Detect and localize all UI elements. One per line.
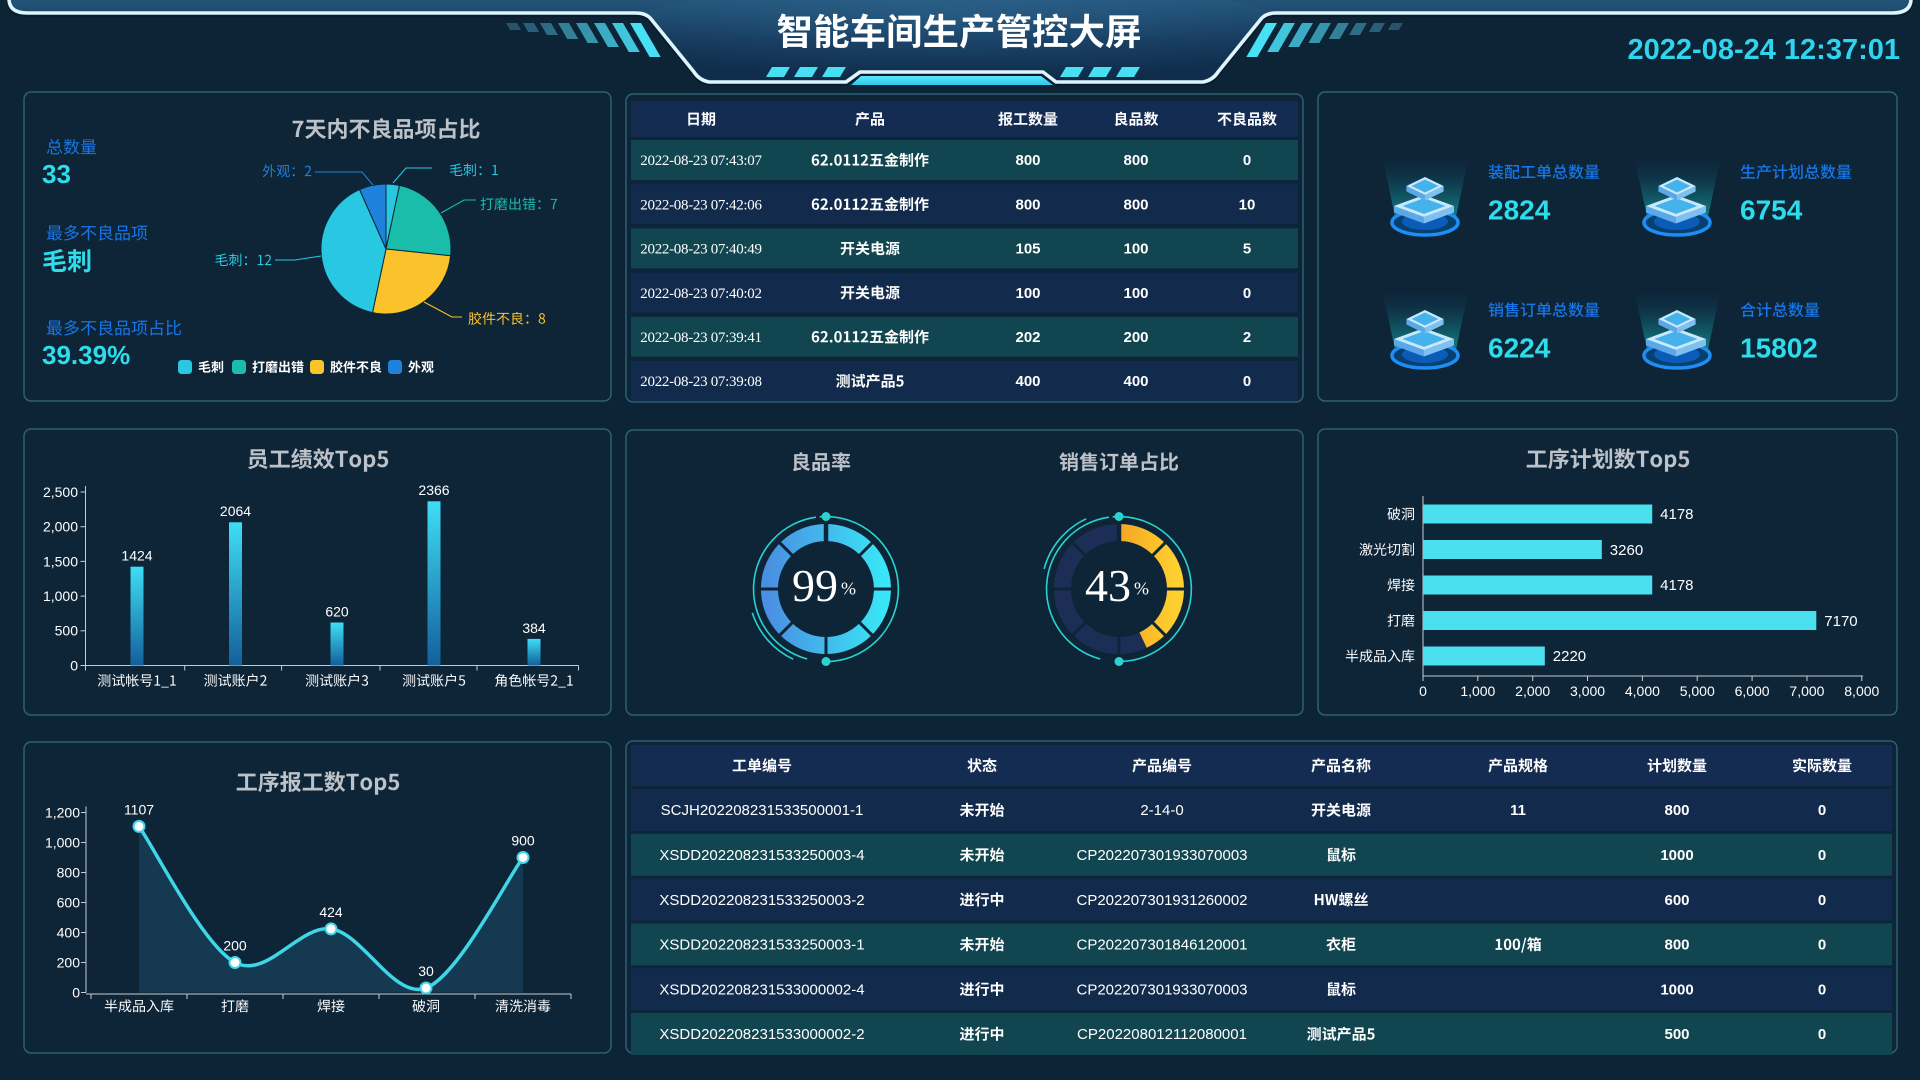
svg-text:0: 0 — [1818, 937, 1826, 954]
svg-text:800: 800 — [1015, 196, 1040, 213]
svg-text:10: 10 — [1239, 196, 1256, 213]
svg-text:XSDD202208231533000002-4: XSDD202208231533000002-4 — [659, 982, 864, 999]
svg-text:2022-08-23 07:42:06: 2022-08-23 07:42:06 — [640, 197, 762, 213]
svg-text:2022-08-23 07:43:07: 2022-08-23 07:43:07 — [640, 153, 762, 169]
svg-text:XSDD202208231533000002-2: XSDD202208231533000002-2 — [659, 1026, 864, 1043]
svg-text:0: 0 — [1419, 683, 1427, 699]
svg-text:XSDD202208231533250003-1: XSDD202208231533250003-1 — [659, 937, 864, 954]
svg-text:2-14-0: 2-14-0 — [1140, 802, 1183, 819]
svg-text:1,500: 1,500 — [43, 553, 78, 569]
svg-text:424: 424 — [319, 904, 343, 920]
svg-text:1,000: 1,000 — [1460, 683, 1495, 699]
svg-text:200: 200 — [1123, 329, 1148, 346]
svg-text:XSDD202208231533250003-4: XSDD202208231533250003-4 — [659, 847, 864, 864]
svg-text:43: 43 — [1085, 560, 1131, 611]
svg-text:0: 0 — [1818, 802, 1826, 819]
svg-text:2022-08-23 07:39:41: 2022-08-23 07:39:41 — [640, 330, 761, 346]
svg-text:4,000: 4,000 — [1625, 683, 1660, 699]
svg-text:2220: 2220 — [1553, 648, 1586, 665]
svg-text:800: 800 — [1015, 152, 1040, 169]
svg-text:800: 800 — [1123, 152, 1148, 169]
svg-text:0: 0 — [1818, 982, 1826, 999]
svg-text:1424: 1424 — [121, 548, 152, 564]
svg-text:4178: 4178 — [1660, 506, 1693, 523]
svg-text:0: 0 — [72, 984, 80, 1000]
svg-text:800: 800 — [1664, 802, 1689, 819]
svg-text:3,000: 3,000 — [1570, 683, 1605, 699]
svg-text:39.39%: 39.39% — [42, 340, 130, 370]
svg-text:105: 105 — [1015, 241, 1040, 258]
svg-text:200: 200 — [223, 937, 247, 953]
svg-text:%: % — [1134, 578, 1149, 598]
svg-text:2022-08-23 07:39:08: 2022-08-23 07:39:08 — [640, 374, 761, 390]
svg-text:5: 5 — [1243, 241, 1251, 258]
svg-text:0: 0 — [1818, 1026, 1826, 1043]
svg-text:30: 30 — [418, 963, 434, 979]
svg-text:3260: 3260 — [1610, 542, 1643, 559]
svg-text:200: 200 — [57, 954, 81, 970]
svg-text:0: 0 — [1818, 892, 1826, 909]
svg-text:15802: 15802 — [1740, 332, 1818, 363]
svg-text:800: 800 — [1664, 937, 1689, 954]
svg-text:800: 800 — [57, 864, 81, 880]
svg-text:600: 600 — [1664, 892, 1689, 909]
svg-text:400: 400 — [1123, 373, 1148, 390]
svg-text:CP202207301931260002: CP202207301931260002 — [1077, 892, 1248, 909]
svg-text:2064: 2064 — [220, 503, 251, 519]
svg-text:620: 620 — [325, 603, 349, 619]
svg-text:2366: 2366 — [418, 482, 449, 498]
svg-text:99: 99 — [792, 560, 838, 611]
svg-text:4178: 4178 — [1660, 577, 1693, 594]
svg-text:6224: 6224 — [1488, 332, 1551, 363]
svg-text:100: 100 — [1123, 285, 1148, 302]
svg-text:1107: 1107 — [124, 801, 154, 817]
svg-text:500: 500 — [55, 623, 79, 639]
svg-text:1,000: 1,000 — [43, 588, 78, 604]
svg-text:2824: 2824 — [1488, 194, 1551, 225]
svg-text:1000: 1000 — [1660, 982, 1693, 999]
svg-text:384: 384 — [522, 620, 546, 636]
svg-text:XSDD202208231533250003-2: XSDD202208231533250003-2 — [659, 892, 864, 909]
svg-text:SCJH202208231533500001-1: SCJH202208231533500001-1 — [661, 802, 864, 819]
svg-text:2: 2 — [1243, 329, 1251, 346]
svg-text:0: 0 — [1243, 285, 1251, 302]
svg-text:CP202207301933070003: CP202207301933070003 — [1077, 982, 1248, 999]
svg-text:0: 0 — [1243, 152, 1251, 169]
svg-text:6754: 6754 — [1740, 194, 1803, 225]
svg-text:1,000: 1,000 — [45, 834, 80, 850]
svg-text:400: 400 — [57, 924, 81, 940]
svg-text:1,200: 1,200 — [45, 804, 80, 820]
svg-text:500: 500 — [1664, 1026, 1689, 1043]
svg-text:7170: 7170 — [1824, 613, 1857, 630]
svg-text:1000: 1000 — [1660, 847, 1693, 864]
svg-text:CP202207301846120001: CP202207301846120001 — [1077, 937, 1248, 954]
svg-text:2,500: 2,500 — [43, 484, 78, 500]
svg-text:100: 100 — [1123, 241, 1148, 258]
svg-text:7,000: 7,000 — [1789, 683, 1824, 699]
svg-text:CP202207301933070003: CP202207301933070003 — [1077, 847, 1248, 864]
svg-text:0: 0 — [1243, 373, 1251, 390]
svg-text:33: 33 — [42, 159, 71, 189]
svg-text:2022-08-23 07:40:02: 2022-08-23 07:40:02 — [640, 286, 761, 302]
svg-text:8,000: 8,000 — [1844, 683, 1879, 699]
svg-text:11: 11 — [1510, 802, 1526, 819]
svg-text:900: 900 — [511, 832, 535, 848]
svg-text:2022-08-23 07:40:49: 2022-08-23 07:40:49 — [640, 242, 761, 258]
svg-text:CP202208012112080001: CP202208012112080001 — [1077, 1026, 1247, 1043]
svg-text:100: 100 — [1015, 285, 1040, 302]
svg-text:6,000: 6,000 — [1735, 683, 1770, 699]
svg-text:600: 600 — [57, 894, 81, 910]
svg-text:0: 0 — [1818, 847, 1826, 864]
svg-text:400: 400 — [1015, 373, 1040, 390]
svg-text:2,000: 2,000 — [43, 519, 78, 535]
svg-text:800: 800 — [1123, 196, 1148, 213]
svg-text:2022-08-24 12:37:01: 2022-08-24 12:37:01 — [1628, 34, 1900, 66]
svg-text:2,000: 2,000 — [1515, 683, 1550, 699]
svg-text:202: 202 — [1015, 329, 1040, 346]
svg-text:%: % — [841, 578, 856, 598]
svg-text:0: 0 — [70, 657, 78, 673]
svg-text:5,000: 5,000 — [1680, 683, 1715, 699]
